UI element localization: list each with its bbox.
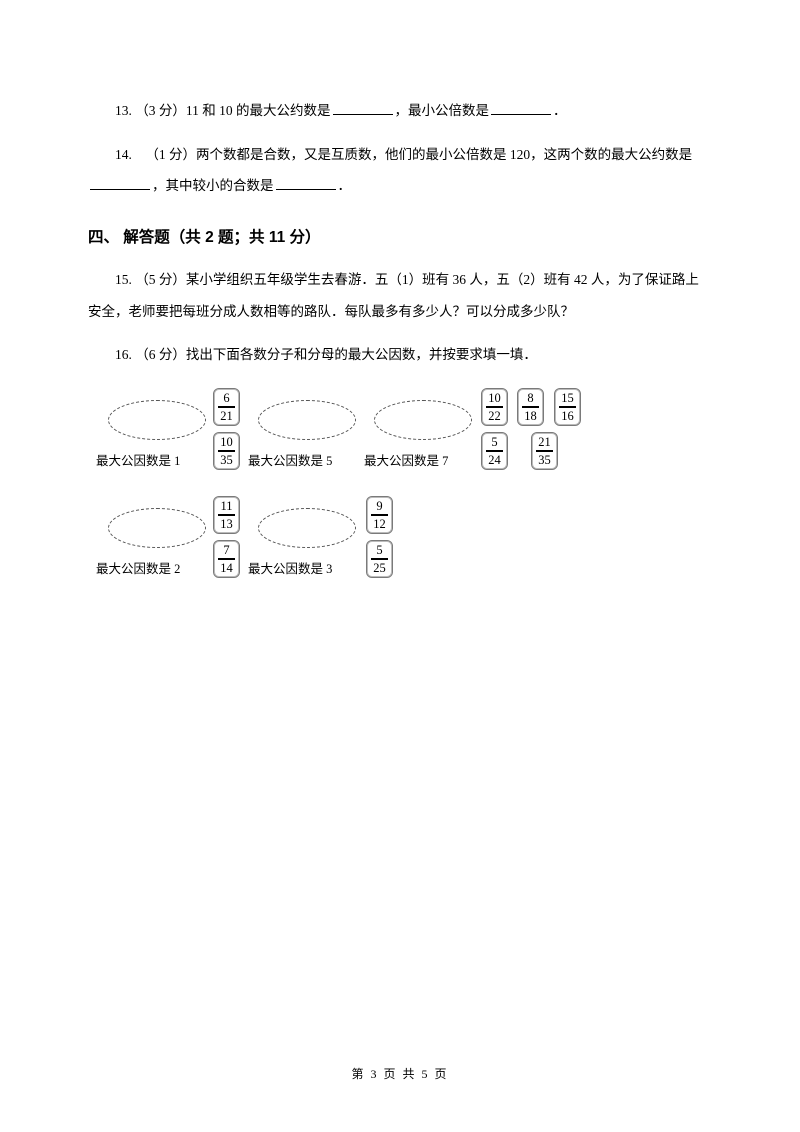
question-15-line1: 15. （5 分）某小学组织五年级学生去春游．五（1）班有 36 人，五（2）班… [88,265,712,295]
q14-text-1: 两个数都是合数，又是互质数，他们的最小公倍数是 120，这两个数的最大公约数是 [196,147,692,162]
label-gcf-3: 最大公因数是 3 [248,558,332,577]
frac-num: 11 [220,500,232,515]
fraction-21-35: 2135 [531,432,558,470]
q16-text: 找出下面各数分子和分母的最大公因数，并按要求填一填． [186,347,537,362]
oval-gcf-3 [258,508,356,548]
oval-gcf-5 [258,400,356,440]
q14-points: （1 分） [145,147,196,162]
frac-den: 18 [524,408,537,423]
fraction-10-35: 1035 [213,432,240,470]
frac-num: 5 [491,436,497,451]
label-gcf-1: 最大公因数是 1 [96,450,180,469]
frac-num: 21 [538,436,551,451]
frac-den: 35 [538,452,551,467]
q13-number: 13. [115,103,132,118]
footer-b: 页 共 [378,1067,421,1081]
frac-num: 10 [488,392,501,407]
q13-blank-1[interactable] [333,102,393,116]
frac-den: 14 [220,560,233,575]
q15-number: 15. [115,272,135,287]
q14-number: 14. [115,147,135,162]
footer-c: 页 [430,1067,449,1081]
q14-text-3: ． [338,178,352,193]
frac-den: 13 [220,516,233,531]
page-footer: 第 3 页 共 5 页 [0,1065,800,1082]
q16-points: （6 分） [135,347,186,362]
oval-gcf-2 [108,508,206,548]
fraction-11-13: 1113 [213,496,240,534]
frac-den: 12 [373,516,386,531]
fraction-7-14: 714 [213,540,240,578]
frac-den: 16 [561,408,574,423]
question-14-line2: ，其中较小的合数是 ． [88,171,712,201]
frac-num: 10 [220,436,233,451]
frac-num: 9 [376,500,382,515]
q13-points: （3 分） [135,103,186,118]
footer-a: 第 [351,1067,370,1081]
frac-num: 7 [223,544,229,559]
q14-text-2: ，其中较小的合数是 [152,178,274,193]
q15-text-2: 安全，老师要把每班分成人数相等的路队．每队最多有多少人？可以分成多少队？ [88,304,574,319]
frac-den: 22 [488,408,501,423]
fraction-15-16: 1516 [554,388,581,426]
frac-den: 35 [220,452,233,467]
frac-num: 15 [561,392,574,407]
oval-gcf-7 [374,400,472,440]
fraction-5-24: 524 [481,432,508,470]
fraction-9-12: 912 [366,496,393,534]
q15-text-1: 某小学组织五年级学生去春游．五（1）班有 36 人，五（2）班有 42 人，为了… [186,272,699,287]
section-4-heading: 四、 解答题（共 2 题；共 11 分） [88,225,712,247]
question-16: 16. （6 分）找出下面各数分子和分母的最大公因数，并按要求填一填． [88,340,712,370]
label-gcf-5: 最大公因数是 5 [248,450,332,469]
oval-gcf-1 [108,400,206,440]
question-14-line1: 14. （1 分）两个数都是合数，又是互质数，他们的最小公倍数是 120，这两个… [88,140,712,170]
frac-den: 25 [373,560,386,575]
q13-text-3: ． [553,103,567,118]
q13-text-2: ，最小公倍数是 [395,103,490,118]
footer-total-pages: 5 [422,1067,430,1081]
q15-points: （5 分） [135,272,186,287]
frac-num: 6 [223,392,229,407]
gcf-diagram: 最大公因数是 1 621 1035 最大公因数是 5 最大公因数是 7 1022… [96,388,712,618]
frac-num: 5 [376,544,382,559]
fraction-10-22: 1022 [481,388,508,426]
label-gcf-7: 最大公因数是 7 [364,450,448,469]
q16-number: 16. [115,347,135,362]
question-13: 13. （3 分）11 和 10 的最大公约数是 ，最小公倍数是 ． [88,96,712,126]
q14-blank-1[interactable] [90,177,150,191]
fraction-5-25: 525 [366,540,393,578]
q13-blank-2[interactable] [491,102,551,116]
q14-blank-2[interactable] [276,177,336,191]
frac-den: 24 [488,452,501,467]
question-15-line2: 安全，老师要把每班分成人数相等的路队．每队最多有多少人？可以分成多少队？ [88,297,712,327]
frac-num: 8 [527,392,533,407]
fraction-6-21: 621 [213,388,240,426]
q13-text-1: 11 和 10 的最大公约数是 [186,103,331,118]
fraction-8-18: 818 [517,388,544,426]
frac-den: 21 [220,408,233,423]
label-gcf-2: 最大公因数是 2 [96,558,180,577]
